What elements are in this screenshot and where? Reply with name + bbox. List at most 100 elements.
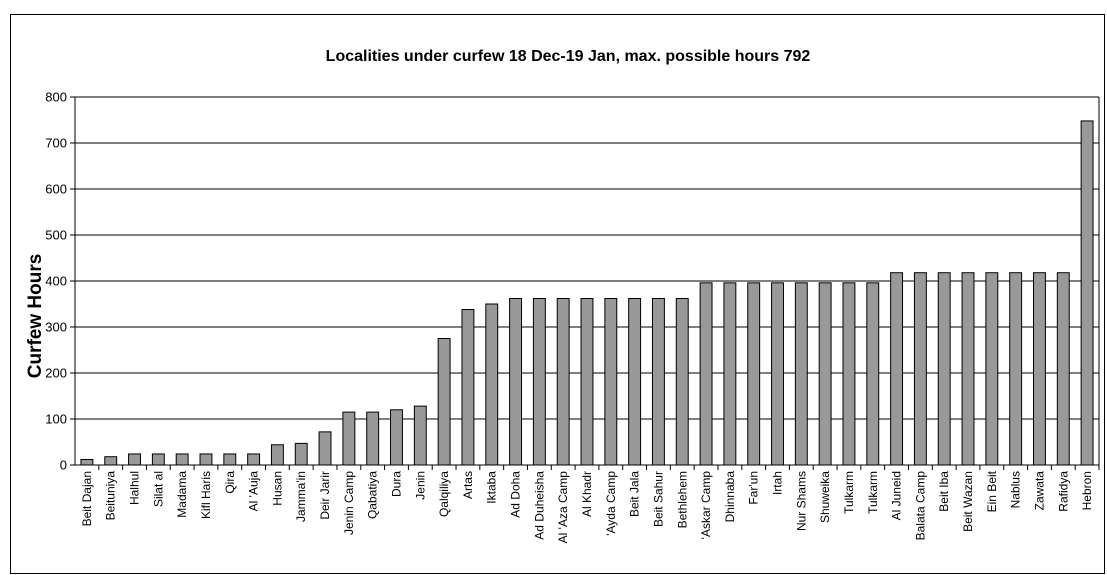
x-tick-label: Zawata	[1032, 471, 1046, 511]
bar	[556, 297, 570, 466]
x-tick-label: Qabatiya	[366, 471, 380, 519]
bar	[532, 297, 546, 466]
bar	[961, 272, 975, 466]
x-tick-label: Jenin	[413, 471, 427, 500]
x-tick-label: Dura	[389, 471, 403, 497]
bar	[604, 297, 618, 466]
x-tick-label: Rafidya	[1056, 471, 1070, 512]
bars	[80, 120, 1094, 466]
x-tick-label: Tulkarm	[866, 471, 880, 514]
x-tick-label: Nur Shams	[794, 471, 808, 531]
bar	[818, 282, 832, 466]
x-tick-labels: Beit Dajan Beituniya Halhul Silat al Madama K…	[80, 470, 1094, 543]
axes	[70, 96, 1100, 470]
bar	[80, 458, 94, 466]
x-tick-label: Qalqiliya	[437, 471, 451, 517]
x-tick-label: Husan	[270, 471, 284, 506]
x-tick-label: Al Khadr	[580, 471, 594, 517]
bar	[1080, 120, 1094, 466]
x-tick-label: Tulkarm	[842, 471, 856, 514]
bar	[747, 282, 761, 466]
bar	[580, 297, 594, 466]
bar	[509, 297, 523, 466]
x-tick-label: 'Ayda Camp	[604, 471, 618, 536]
bar	[985, 272, 999, 466]
x-tick-label: Jenin Camp	[342, 471, 356, 535]
bar	[485, 303, 499, 466]
bar	[866, 282, 880, 466]
x-tick-label: Madama	[175, 471, 189, 518]
bar	[628, 297, 642, 466]
bar	[890, 272, 904, 466]
bar	[1009, 272, 1023, 466]
x-tick-label: Irtah	[771, 471, 785, 495]
bar	[223, 453, 237, 466]
y-tick-label: 400	[45, 274, 67, 289]
x-tick-label: Ad Doha	[509, 471, 523, 518]
bar	[723, 282, 737, 466]
x-tick-label: Silat al	[151, 471, 165, 507]
bar	[842, 282, 856, 466]
x-tick-label: Bethlehem	[675, 471, 689, 528]
x-tick-label: Shuweika	[818, 471, 832, 523]
bar	[699, 282, 713, 466]
y-tick-label: 600	[45, 182, 67, 197]
x-tick-label: Al Juneid	[890, 471, 904, 520]
bar	[270, 444, 284, 466]
x-tick-label: Al 'Auja	[247, 471, 261, 512]
x-tick-label: Qira	[223, 471, 237, 494]
y-tick-labels: 0 100 200 300 400 500 600 700 800	[45, 90, 67, 473]
bar	[175, 453, 189, 466]
x-tick-label: Al 'Aza Camp	[556, 471, 570, 544]
x-tick-label: 'Askar Camp	[699, 471, 713, 540]
y-tick-label: 800	[45, 90, 67, 105]
bar	[461, 309, 475, 466]
x-tick-label: Beit Iba	[937, 471, 951, 512]
bar	[1033, 272, 1046, 466]
bar	[913, 272, 927, 466]
bar	[937, 272, 951, 466]
bar	[199, 453, 213, 466]
y-axis-label: Curfew Hours	[25, 254, 46, 379]
x-tick-label: Artas	[461, 471, 475, 499]
x-tick-label: Nablus	[1009, 471, 1023, 508]
bar	[413, 405, 427, 466]
bar	[151, 453, 165, 466]
bar	[390, 409, 403, 466]
bar	[342, 411, 356, 466]
x-tick-label: Beituniya	[104, 471, 118, 521]
x-tick-label: Hebron	[1080, 471, 1094, 510]
chart-title: Localities under curfew 18 Dec-19 Jan, m…	[326, 48, 811, 65]
x-tick-label: Dhinnaba	[723, 471, 737, 523]
y-tick-label: 200	[45, 366, 67, 381]
bar	[675, 297, 689, 466]
x-tick-label: Ad Duheisha	[532, 471, 546, 540]
x-tick-label: Iktaba	[485, 471, 499, 504]
bar	[247, 453, 261, 466]
x-tick-label: Kifl Haris	[199, 471, 213, 519]
bar	[104, 456, 118, 466]
x-tick-label: Beit Dajan	[80, 471, 94, 526]
y-tick-label: 700	[45, 136, 67, 151]
x-tick-label: Beit Wazan	[961, 471, 975, 532]
x-tick-label: Beit Sahur	[651, 471, 665, 527]
bar	[318, 431, 332, 466]
x-tick-label: Deir Jarir	[318, 471, 332, 520]
bar	[366, 411, 380, 466]
bar	[294, 442, 308, 466]
x-tick-label: Far'un	[747, 471, 761, 505]
bar	[651, 297, 665, 466]
x-tick-label: Jamma'in	[294, 471, 308, 522]
x-tick-label: Ein Beit	[985, 470, 999, 512]
x-tick-label: Beit Jala	[628, 471, 642, 517]
y-tick-label: 500	[45, 228, 67, 243]
y-tick-label: 0	[60, 458, 67, 473]
y-tick-label: 300	[45, 320, 67, 335]
bar	[794, 282, 808, 466]
bar	[1056, 272, 1070, 466]
chart-frame: Localities under curfew 18 Dec-19 Jan, m…	[10, 14, 1105, 574]
y-tick-label: 100	[45, 412, 67, 427]
bar	[437, 338, 451, 466]
x-tick-label: Halhul	[128, 471, 142, 505]
x-tick-label: Balata Camp	[913, 471, 927, 541]
